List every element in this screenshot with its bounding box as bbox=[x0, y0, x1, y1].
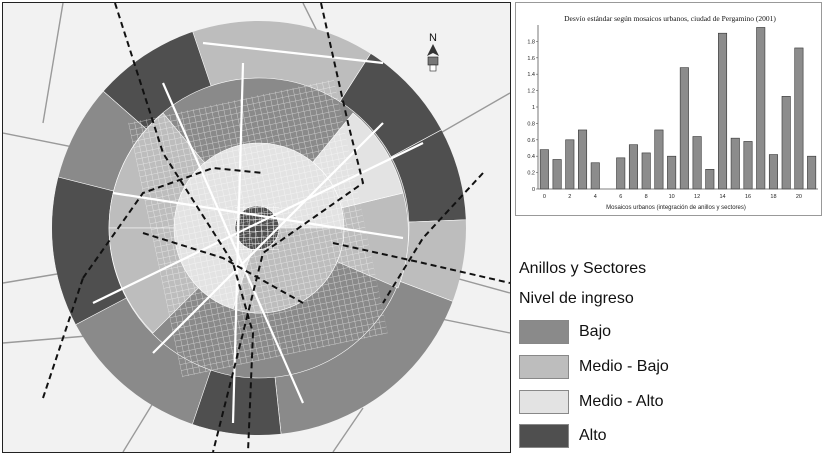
legend-item-alto: Alto bbox=[519, 424, 607, 448]
bar-15 bbox=[730, 137, 740, 190]
bar-8 bbox=[641, 152, 651, 190]
x-tick-label: 10 bbox=[669, 194, 675, 200]
y-tick-label: 0 bbox=[532, 187, 535, 193]
x-axis-label: Mosaicos urbanos (integración de anillos… bbox=[606, 205, 746, 211]
y-tick-label: 1.2 bbox=[527, 89, 535, 95]
legend-swatch-medio-alto bbox=[519, 390, 569, 414]
legend-label-medio-bajo: Medio - Bajo bbox=[579, 358, 669, 375]
bar-7 bbox=[628, 144, 638, 190]
y-tick-label: 0.6 bbox=[527, 138, 535, 144]
bar-0 bbox=[539, 149, 549, 190]
bar-2 bbox=[565, 139, 575, 190]
x-tick-label: 20 bbox=[796, 194, 802, 200]
legend-item-medio-alto: Medio - Alto bbox=[519, 390, 663, 414]
bar-9 bbox=[654, 129, 664, 190]
bar-10 bbox=[667, 155, 677, 190]
bar-1 bbox=[552, 159, 562, 190]
legend-swatch-alto bbox=[519, 424, 569, 448]
x-tick-label: 0 bbox=[543, 194, 546, 200]
bar-6 bbox=[616, 157, 626, 190]
y-tick-label: 0.4 bbox=[527, 154, 535, 160]
compass-north-arrow-icon bbox=[427, 44, 439, 72]
y-tick-label: 1.4 bbox=[527, 72, 535, 78]
x-tick-label: 12 bbox=[694, 194, 700, 200]
legend-label-medio-alto: Medio - Alto bbox=[579, 393, 664, 410]
bar-19 bbox=[781, 96, 791, 190]
bar-17 bbox=[756, 27, 766, 190]
y-tick-label: 1.8 bbox=[527, 39, 535, 45]
bar-18 bbox=[768, 154, 778, 190]
y-tick-label: 1.6 bbox=[527, 56, 535, 62]
railways bbox=[42, 3, 510, 452]
x-tick-label: 4 bbox=[594, 194, 597, 200]
x-axis: 0 2 4 6 8 10 12 14 16 18 20 bbox=[543, 194, 802, 200]
north-letter: N bbox=[429, 32, 437, 44]
bar-4 bbox=[590, 162, 600, 190]
legend-subtitle: Nivel de ingreso bbox=[519, 290, 634, 307]
bars bbox=[539, 27, 817, 190]
legend-title: Anillos y Sectores bbox=[519, 260, 647, 277]
y-tick-label: 0.2 bbox=[527, 171, 535, 177]
x-tick-label: 14 bbox=[719, 194, 725, 200]
bar-16 bbox=[743, 141, 753, 190]
legend-item-medio-bajo: Medio - Bajo bbox=[519, 355, 669, 379]
bar-12 bbox=[692, 136, 702, 190]
x-tick-label: 8 bbox=[645, 194, 648, 200]
bar-3 bbox=[578, 129, 588, 190]
x-tick-label: 16 bbox=[745, 194, 751, 200]
bar-13 bbox=[705, 169, 715, 190]
legend-label-alto: Alto bbox=[579, 427, 607, 444]
bar-21 bbox=[807, 155, 817, 190]
legend-swatch-bajo bbox=[519, 320, 569, 344]
x-tick-label: 6 bbox=[619, 194, 622, 200]
x-tick-label: 18 bbox=[770, 194, 776, 200]
legend-item-bajo: Bajo bbox=[519, 320, 611, 344]
bar-14 bbox=[718, 32, 728, 190]
chart-title: Desvío estándar según mosaicos urbanos, … bbox=[564, 14, 776, 23]
x-tick-label: 2 bbox=[568, 194, 571, 200]
y-tick-label: 0.8 bbox=[527, 121, 535, 127]
main-avenues bbox=[92, 41, 424, 424]
bar-20 bbox=[794, 47, 804, 190]
chart-panel: Desvío estándar según mosaicos urbanos, … bbox=[515, 2, 822, 216]
map-canvas: N bbox=[3, 3, 510, 452]
y-tick-label: 1 bbox=[532, 105, 535, 111]
legend-label-bajo: Bajo bbox=[579, 323, 612, 340]
map-panel: N bbox=[2, 2, 511, 453]
y-axis: 0 0.2 0.4 0.6 0.8 1 1.2 1.4 1.6 1.8 bbox=[527, 39, 538, 193]
chart-canvas: Desvío estándar según mosaicos urbanos, … bbox=[527, 14, 818, 211]
north-arrow: N bbox=[427, 32, 439, 72]
legend-swatch-medio-bajo bbox=[519, 355, 569, 379]
bar-11 bbox=[679, 67, 689, 190]
